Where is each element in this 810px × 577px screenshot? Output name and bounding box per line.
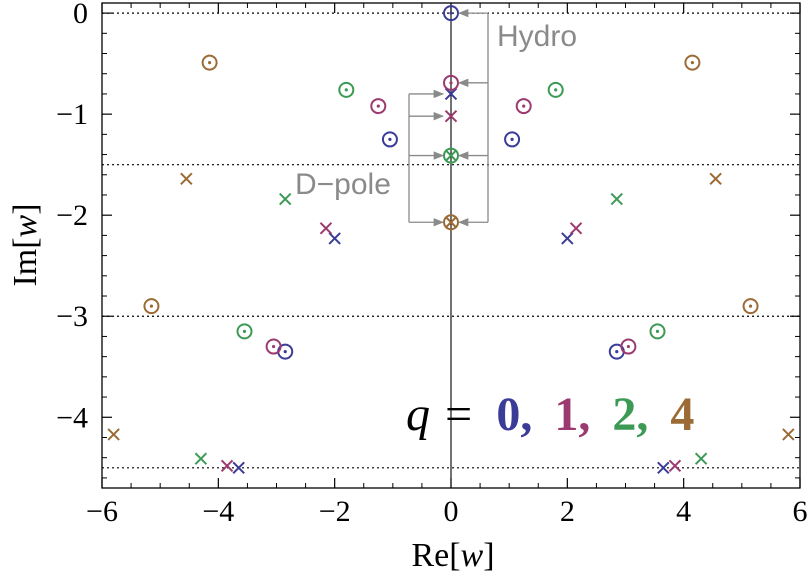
cross-marker bbox=[694, 452, 708, 465]
legend-item-q2: 2, bbox=[612, 388, 648, 441]
x-axis-label: Re[w] bbox=[411, 537, 494, 574]
circle-marker-dot bbox=[554, 88, 558, 92]
circle-marker bbox=[742, 298, 759, 315]
circle-marker bbox=[236, 323, 253, 340]
cross-marker bbox=[194, 452, 208, 465]
plot-area: −6 −4 −2 0 2 4 6 0 −1 −2 −3 −4 bbox=[56, 0, 807, 528]
dpole-label: D−pole bbox=[295, 168, 391, 201]
circle-marker-ring bbox=[620, 338, 637, 355]
circle-marker bbox=[649, 323, 666, 340]
circle-marker bbox=[547, 81, 564, 98]
cross-marker bbox=[610, 192, 623, 206]
y-tick-label: −2 bbox=[56, 199, 88, 232]
cross-marker bbox=[782, 428, 795, 441]
y-tick-label: 0 bbox=[73, 0, 88, 30]
x-tick-label: −4 bbox=[202, 495, 234, 528]
x-tick-label: −2 bbox=[319, 495, 351, 528]
y-tick-label: −4 bbox=[56, 401, 88, 434]
circle-marker bbox=[338, 81, 355, 98]
circle-marker-dot bbox=[522, 104, 526, 108]
circle-marker-ring bbox=[504, 131, 521, 148]
x-tick-label: 0 bbox=[444, 495, 459, 528]
cross-marker bbox=[444, 109, 458, 123]
circle-marker bbox=[515, 98, 532, 115]
circle-marker bbox=[381, 131, 398, 148]
circle-marker-ring bbox=[547, 81, 564, 98]
circle-marker-dot bbox=[388, 137, 392, 142]
circle-marker-dot bbox=[748, 304, 753, 308]
x-tick-label: 2 bbox=[560, 495, 575, 528]
cross-marker bbox=[232, 461, 245, 474]
cross-marker bbox=[444, 87, 458, 101]
x-tick-label: −6 bbox=[86, 495, 118, 528]
cross-marker bbox=[444, 149, 458, 162]
circle-marker-dot bbox=[208, 61, 212, 65]
circle-marker-dot bbox=[690, 61, 694, 65]
y-tick-label: −3 bbox=[56, 300, 88, 333]
circle-marker bbox=[620, 338, 637, 355]
circle-marker-dot bbox=[449, 11, 453, 15]
legend-item-q1: 1, bbox=[554, 388, 590, 441]
circle-marker-dot bbox=[344, 88, 348, 92]
circle-marker-dot bbox=[615, 349, 619, 354]
y-axis-label: Im[w] bbox=[7, 203, 44, 286]
annotation-group bbox=[408, 8, 489, 227]
cross-marker bbox=[220, 459, 234, 472]
circle-marker-ring bbox=[515, 98, 532, 115]
circle-marker bbox=[684, 54, 701, 71]
circle-marker bbox=[143, 298, 160, 315]
legend-prefix: q = bbox=[406, 388, 474, 441]
cross-marker bbox=[279, 192, 292, 206]
circle-marker-dot bbox=[510, 137, 514, 142]
legend-text: q = 0, 1, 2, 4 bbox=[406, 388, 694, 441]
circle-marker bbox=[504, 131, 521, 148]
data-points bbox=[107, 5, 795, 474]
circle-marker-dot bbox=[271, 344, 276, 349]
legend-item-q4: 4 bbox=[670, 388, 694, 441]
y-tick-label: −1 bbox=[56, 98, 88, 131]
legend-item-q0: 0, bbox=[496, 388, 532, 441]
circle-marker bbox=[265, 338, 282, 355]
x-tick-label: 4 bbox=[676, 495, 691, 528]
circle-marker-dot bbox=[449, 81, 453, 85]
circle-marker-ring bbox=[649, 323, 666, 340]
circle-marker-dot bbox=[626, 344, 631, 349]
circle-marker-ring bbox=[742, 298, 759, 315]
cross-marker bbox=[107, 428, 120, 441]
cross-marker bbox=[444, 216, 458, 229]
hydro-label: Hydro bbox=[497, 20, 577, 53]
cross-marker bbox=[657, 461, 670, 474]
cross-marker bbox=[561, 232, 574, 245]
circle-marker-ring bbox=[370, 98, 387, 115]
circle-marker-ring bbox=[236, 323, 253, 340]
circle-marker bbox=[370, 98, 387, 115]
circle-marker bbox=[201, 54, 218, 71]
cross-marker bbox=[668, 459, 682, 472]
cross-marker bbox=[319, 222, 333, 235]
circle-marker-ring bbox=[265, 338, 282, 355]
circle-marker-ring bbox=[381, 131, 398, 148]
circle-marker-dot bbox=[242, 329, 247, 333]
circle-marker-ring bbox=[201, 54, 218, 71]
cross-marker bbox=[569, 222, 583, 235]
circle-marker-dot bbox=[283, 349, 287, 354]
circle-marker-ring bbox=[684, 54, 701, 71]
circle-marker-dot bbox=[655, 329, 660, 333]
cross-marker bbox=[709, 172, 722, 186]
circle-marker-ring bbox=[338, 81, 355, 98]
cross-marker bbox=[180, 172, 193, 186]
x-tick-label: 6 bbox=[793, 495, 808, 528]
circle-marker-ring bbox=[143, 298, 160, 315]
circle-marker-dot bbox=[376, 104, 380, 108]
circle-marker-dot bbox=[149, 304, 154, 308]
cross-marker bbox=[328, 232, 341, 245]
